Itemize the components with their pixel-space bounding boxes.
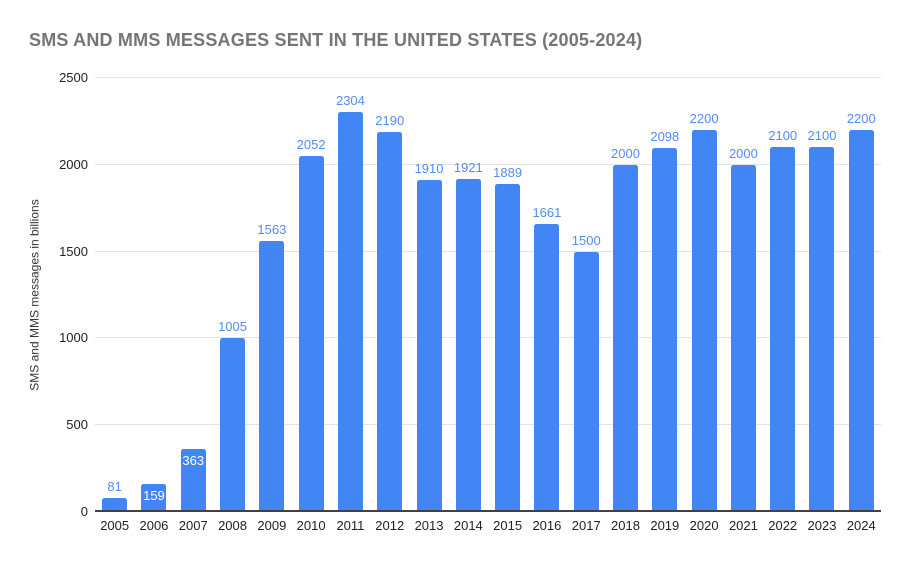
y-tick-2000: 2000 [59,156,88,172]
x-tick-2009: 2009 [257,518,287,533]
x-tick-2021: 2021 [728,518,758,533]
bar-2006 [141,484,167,512]
bar-slot-2022: 2100 [763,78,802,512]
bar-2020 [691,130,717,512]
bar-2013 [416,180,442,512]
bar-series: 81 159 363 1005 1563 2052 2304 2190 1910 1921 1889… [95,78,881,512]
x-tick-2010: 2010 [296,518,326,533]
bar-slot-2016: 1661 [527,78,566,512]
plot-area: 81 159 363 1005 1563 2052 2304 2190 1910 1921 1889… [95,77,881,512]
x-tick-2018: 2018 [611,518,640,533]
bar-2017 [573,251,599,512]
bar-slot-2011: 2304 [331,78,370,512]
bar-2016 [534,223,560,512]
bar-2011 [337,112,363,512]
bar-2005 [102,497,128,512]
x-tick-2023: 2023 [807,518,837,533]
bar-slot-2008: 1005 [213,78,252,512]
x-tick-2015: 2015 [493,518,523,533]
chart-title: SMS AND MMS MESSAGES SENT IN THE UNITED … [29,30,643,50]
bar-2007 [180,448,206,512]
bar-2009 [259,240,285,512]
bar-2012 [377,131,403,512]
bar-slot-2005: 81 [95,78,134,512]
bar-2019 [652,147,678,512]
bar-slot-2012: 2190 [370,78,409,512]
bar-slot-2013: 1910 [409,78,448,512]
y-tick-2500: 2500 [59,70,88,85]
bar-slot-2020: 2200 [684,78,723,512]
bar-2008 [220,337,246,512]
bar-slot-2019: 2098 [645,78,684,512]
gridline-1500 [95,250,881,252]
bar-slot-2009: 1563 [252,78,291,512]
y-tick-0: 0 [80,504,88,519]
bar-slot-2023: 2100 [802,78,841,512]
bar-2023 [809,147,835,512]
x-tick-2017: 2017 [571,518,601,533]
x-tick-2022: 2022 [768,518,798,533]
gridline-1000 [95,337,881,339]
bar-slot-2021: 2000 [724,78,763,512]
x-tick-2005: 2005 [100,518,130,533]
y-axis-title-text: SMS and MMS messages in billions [28,199,43,391]
x-tick-2012: 2012 [375,518,405,533]
bar-slot-2018: 2000 [606,78,645,512]
bar-2024 [848,130,874,512]
gridline-2000 [95,163,881,165]
bar-slot-2006: 159 [134,78,173,512]
bar-2014 [455,178,481,512]
y-tick-1000: 1000 [59,330,88,346]
x-tick-2006: 2006 [139,518,169,533]
gridline-500 [95,424,881,426]
bar-2018 [613,164,638,512]
y-tick-500: 500 [66,417,88,433]
x-tick-2024: 2024 [846,518,876,533]
y-axis-title: SMS and MMS messages in billions [24,78,46,512]
x-tick-2019: 2019 [650,518,680,533]
bar-slot-2024: 2200 [842,78,881,512]
x-tick-2013: 2013 [414,518,444,533]
x-tick-2011: 2011 [336,518,365,533]
x-axis-labels: 2005 2006 2007 2008 2009 2010 2011 2012 2013 2014… [95,518,881,533]
bar-slot-2015: 1889 [488,78,527,512]
bar-2010 [298,155,324,512]
x-axis-line [95,510,881,512]
x-tick-2007: 2007 [178,518,208,533]
gridline-2500 [95,77,881,78]
y-tick-1500: 1500 [59,243,88,259]
x-tick-2020: 2020 [689,518,719,533]
bar-slot-2014: 1921 [449,78,488,512]
bar-slot-2007: 363 [174,78,213,512]
bar-slot-2017: 1500 [567,78,606,512]
x-tick-2008: 2008 [218,518,247,533]
bar-2022 [770,147,796,512]
x-tick-2014: 2014 [453,518,483,533]
bar-slot-2010: 2052 [291,78,330,512]
x-tick-2016: 2016 [532,518,562,533]
bar-2021 [730,164,756,512]
bar-2015 [495,184,521,512]
